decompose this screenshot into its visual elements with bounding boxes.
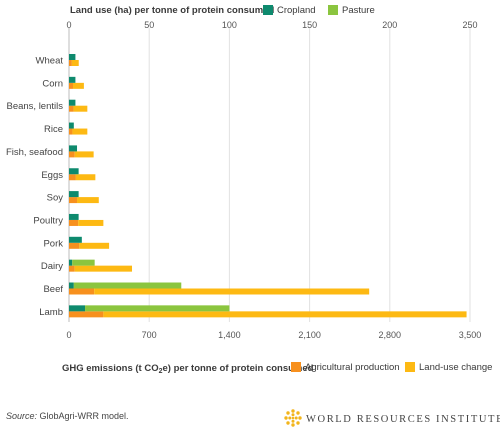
- bar-land-use-change-beef: [94, 288, 370, 295]
- category-label-beans-lentils: Beans, lentils: [6, 101, 63, 112]
- bar-agricultural-production-beans-lentils: [69, 105, 74, 112]
- wri-logo-text: WORLD RESOURCES INSTITUTE: [306, 414, 500, 425]
- category-label-fish-seafood: Fish, seafood: [6, 147, 63, 158]
- legend-pasture: Pasture: [342, 5, 375, 16]
- top-axis-ticks: 0 50 100 150 200 250: [66, 20, 477, 30]
- bar-agricultural-production-wheat: [69, 60, 72, 66]
- bar-land-use-change-lamb: [103, 311, 467, 318]
- bar-land-use-change-poultry: [78, 219, 104, 226]
- bar-land-use-change-corn: [73, 82, 84, 89]
- bottom-tick-label: 1,400: [218, 330, 241, 340]
- bar-agricultural-production-dairy: [69, 265, 75, 272]
- bar-land-use-change-pork: [79, 242, 110, 249]
- bottom-axis-title: GHG emissions (t CO2e) per tonne of prot…: [62, 363, 314, 375]
- bottom-tick-label: 2,800: [379, 330, 402, 340]
- bottom-tick-label: 700: [142, 330, 157, 340]
- bar-cropland-fish-seafood: [69, 145, 78, 152]
- bar-agricultural-production-fish-seafood: [69, 151, 75, 158]
- bar-pasture-beef: [73, 282, 182, 289]
- legend-cropland: Cropland: [277, 5, 316, 16]
- bar-agricultural-production-rice: [69, 128, 73, 135]
- bar-cropland-rice: [69, 122, 74, 129]
- bar-cropland-beef: [69, 282, 74, 289]
- legend-swatch-agricultural-production: [291, 362, 301, 372]
- bottom-axis-ticks: 0 700 1,400 2,100 2,800 3,500: [66, 330, 481, 340]
- category-label-beef: Beef: [43, 284, 63, 295]
- ghg-bars: [69, 60, 467, 318]
- bar-cropland-corn: [69, 76, 76, 83]
- bar-agricultural-production-soy: [69, 197, 78, 204]
- legend-swatch-land-use-change: [405, 362, 415, 372]
- category-label-dairy: Dairy: [41, 261, 63, 272]
- bottom-tick-label: 0: [66, 330, 71, 340]
- bar-cropland-eggs: [69, 168, 79, 175]
- category-label-poultry: Poultry: [33, 215, 63, 226]
- bar-land-use-change-fish-seafood: [74, 151, 94, 158]
- wri-logo-icon: [284, 409, 302, 427]
- legend-swatch-cropland: [263, 5, 273, 15]
- bar-cropland-soy: [69, 191, 79, 198]
- bar-cropland-beans-lentils: [69, 99, 76, 106]
- top-tick-label: 250: [462, 20, 477, 30]
- bar-cropland-lamb: [69, 305, 86, 312]
- bar-land-use-change-dairy: [74, 265, 133, 272]
- bar-land-use-change-wheat: [71, 60, 79, 66]
- bar-pasture-lamb: [85, 305, 230, 312]
- source-note: Source: GlobAgri-WRR model.: [6, 411, 129, 421]
- bar-land-use-change-eggs: [75, 174, 96, 181]
- top-axis-title: Land use (ha) per tonne of protein consu…: [70, 5, 274, 16]
- bar-agricultural-production-beef: [69, 288, 95, 295]
- bar-land-use-change-rice: [72, 128, 88, 135]
- bar-land-use-change-soy: [77, 197, 99, 204]
- category-label-wheat: Wheat: [36, 56, 64, 67]
- top-tick-label: 100: [222, 20, 237, 30]
- top-tick-label: 0: [66, 20, 71, 30]
- bottom-tick-label: 2,100: [298, 330, 321, 340]
- bar-cropland-poultry: [69, 213, 79, 220]
- bar-agricultural-production-poultry: [69, 219, 79, 226]
- grid: [68, 28, 471, 322]
- bar-land-use-change-beans-lentils: [73, 105, 88, 112]
- bar-agricultural-production-eggs: [69, 174, 76, 181]
- land-use-bars: [69, 54, 230, 312]
- category-label-lamb: Lamb: [39, 307, 63, 318]
- category-label-rice: Rice: [44, 124, 63, 135]
- top-tick-label: 150: [302, 20, 317, 30]
- category-label-pork: Pork: [43, 238, 63, 249]
- bar-agricultural-production-corn: [69, 82, 74, 89]
- bar-pasture-dairy: [72, 259, 95, 266]
- top-tick-label: 200: [382, 20, 397, 30]
- bar-cropland-dairy: [69, 259, 73, 266]
- category-label-soy: Soy: [47, 193, 64, 204]
- bottom-tick-label: 3,500: [459, 330, 482, 340]
- category-label-corn: Corn: [42, 78, 63, 89]
- category-label-eggs: Eggs: [41, 170, 63, 181]
- bar-cropland-wheat: [69, 54, 76, 60]
- bar-agricultural-production-pork: [69, 242, 80, 249]
- legend-agricultural-production: Agricultural production: [305, 362, 400, 373]
- category-labels: Wheat Corn Beans, lentils Rice Fish, seafood…: [6, 56, 63, 318]
- bar-agricultural-production-lamb: [69, 311, 104, 318]
- bar-cropland-pork: [69, 236, 82, 243]
- top-tick-label: 50: [144, 20, 154, 30]
- legend-land-use-change: Land-use change: [419, 362, 492, 373]
- legend-swatch-pasture: [328, 5, 338, 15]
